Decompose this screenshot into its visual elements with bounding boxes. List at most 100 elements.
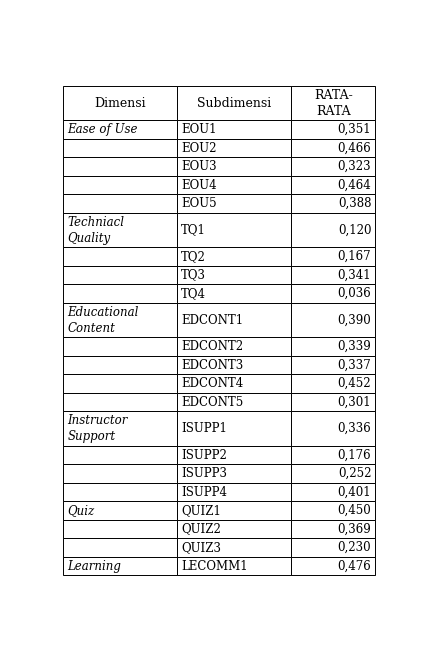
- Bar: [291, 139, 375, 157]
- Text: Dimensi: Dimensi: [95, 96, 146, 110]
- Text: 0,339: 0,339: [338, 340, 371, 353]
- Bar: [177, 86, 291, 121]
- Bar: [177, 464, 291, 483]
- Text: EOU5: EOU5: [181, 197, 217, 210]
- Text: ISUPP4: ISUPP4: [181, 486, 227, 499]
- Bar: [291, 464, 375, 483]
- Bar: [177, 139, 291, 157]
- Text: ISUPP1: ISUPP1: [181, 422, 227, 435]
- Text: EDCONT4: EDCONT4: [181, 377, 244, 390]
- Bar: [291, 303, 375, 337]
- Bar: [291, 157, 375, 176]
- Bar: [63, 139, 177, 157]
- Text: 0,466: 0,466: [338, 141, 371, 155]
- Bar: [63, 266, 177, 284]
- Bar: [291, 356, 375, 374]
- Text: Ease of Use: Ease of Use: [68, 123, 138, 136]
- Text: LECOMM1: LECOMM1: [181, 559, 248, 572]
- Text: 0,476: 0,476: [338, 559, 371, 572]
- Bar: [291, 520, 375, 539]
- Bar: [63, 539, 177, 557]
- Text: RATA-
RATA: RATA- RATA: [314, 89, 353, 117]
- Bar: [63, 446, 177, 464]
- Bar: [177, 557, 291, 575]
- Bar: [177, 393, 291, 411]
- Text: 0,252: 0,252: [338, 467, 371, 480]
- Bar: [63, 303, 177, 337]
- Text: 0,176: 0,176: [338, 449, 371, 462]
- Bar: [291, 121, 375, 139]
- Bar: [63, 86, 177, 121]
- Bar: [63, 337, 177, 356]
- Bar: [177, 266, 291, 284]
- Text: 0,388: 0,388: [338, 197, 371, 210]
- Bar: [177, 121, 291, 139]
- Bar: [63, 464, 177, 483]
- Bar: [291, 284, 375, 303]
- Bar: [63, 393, 177, 411]
- Text: 0,337: 0,337: [338, 359, 371, 372]
- Text: TQ4: TQ4: [181, 287, 206, 300]
- Bar: [63, 194, 177, 213]
- Bar: [177, 539, 291, 557]
- Bar: [177, 213, 291, 247]
- Bar: [291, 411, 375, 446]
- Text: ISUPP3: ISUPP3: [181, 467, 227, 480]
- Bar: [291, 213, 375, 247]
- Text: 0,369: 0,369: [338, 522, 371, 535]
- Bar: [177, 356, 291, 374]
- Bar: [291, 194, 375, 213]
- Text: Techniacl
Quality: Techniacl Quality: [68, 216, 125, 244]
- Text: EDCONT1: EDCONT1: [181, 314, 244, 327]
- Text: 0,452: 0,452: [338, 377, 371, 390]
- Bar: [63, 284, 177, 303]
- Text: EDCONT2: EDCONT2: [181, 340, 244, 353]
- Text: 0,401: 0,401: [338, 486, 371, 499]
- Text: 0,464: 0,464: [338, 179, 371, 192]
- Text: EOU4: EOU4: [181, 179, 217, 192]
- Text: EDCONT3: EDCONT3: [181, 359, 244, 372]
- Bar: [63, 176, 177, 194]
- Text: QUIZ2: QUIZ2: [181, 522, 221, 535]
- Bar: [177, 501, 291, 520]
- Text: EOU3: EOU3: [181, 160, 217, 173]
- Bar: [177, 247, 291, 266]
- Bar: [291, 539, 375, 557]
- Text: 0,341: 0,341: [338, 269, 371, 282]
- Text: EDCONT5: EDCONT5: [181, 396, 244, 409]
- Text: 0,351: 0,351: [338, 123, 371, 136]
- Bar: [177, 374, 291, 393]
- Bar: [291, 446, 375, 464]
- Text: Quiz: Quiz: [68, 504, 95, 517]
- Text: TQ1: TQ1: [181, 224, 206, 237]
- Bar: [63, 157, 177, 176]
- Bar: [177, 337, 291, 356]
- Text: TQ2: TQ2: [181, 250, 206, 263]
- Bar: [177, 194, 291, 213]
- Bar: [291, 266, 375, 284]
- Text: 0,336: 0,336: [338, 422, 371, 435]
- Bar: [63, 411, 177, 446]
- Bar: [177, 446, 291, 464]
- Text: 0,167: 0,167: [338, 250, 371, 263]
- Bar: [177, 411, 291, 446]
- Bar: [291, 176, 375, 194]
- Text: EOU1: EOU1: [181, 123, 217, 136]
- Bar: [291, 501, 375, 520]
- Bar: [177, 303, 291, 337]
- Text: ISUPP2: ISUPP2: [181, 449, 227, 462]
- Bar: [291, 337, 375, 356]
- Text: 0,301: 0,301: [338, 396, 371, 409]
- Text: QUIZ3: QUIZ3: [181, 541, 221, 554]
- Bar: [63, 121, 177, 139]
- Text: Subdimensi: Subdimensi: [197, 96, 271, 110]
- Text: Educational
Content: Educational Content: [68, 306, 139, 334]
- Text: 0,390: 0,390: [338, 314, 371, 327]
- Text: EOU2: EOU2: [181, 141, 217, 155]
- Text: Instructor
Support: Instructor Support: [68, 414, 128, 443]
- Bar: [63, 557, 177, 575]
- Text: 0,230: 0,230: [338, 541, 371, 554]
- Bar: [177, 483, 291, 501]
- Bar: [291, 557, 375, 575]
- Bar: [63, 247, 177, 266]
